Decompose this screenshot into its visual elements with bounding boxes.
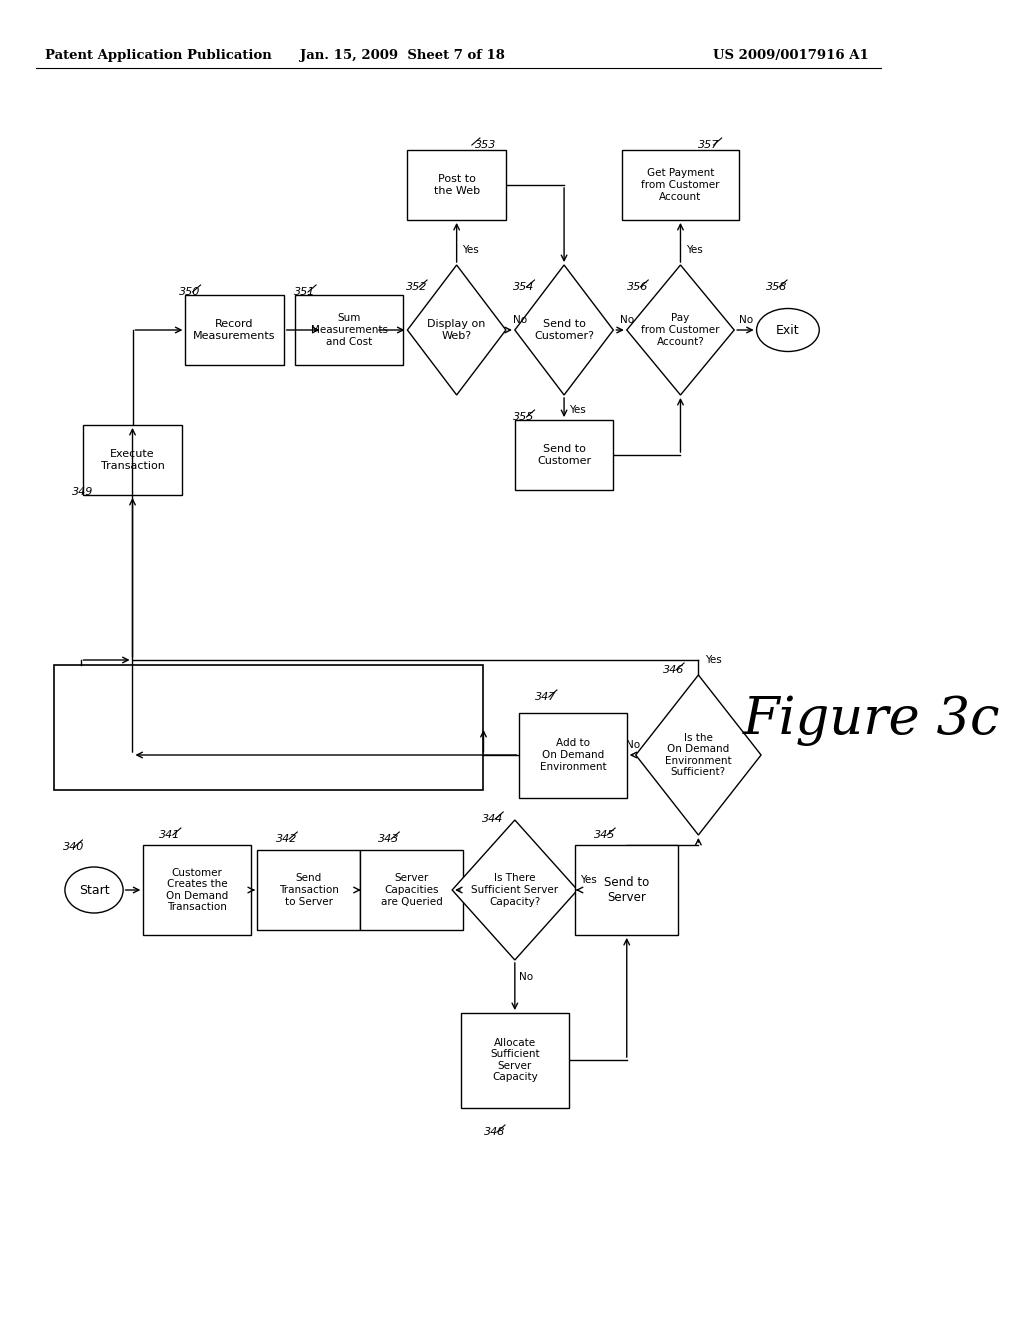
Text: Yes: Yes: [686, 246, 702, 255]
Text: 357: 357: [698, 140, 720, 150]
Text: Allocate
Sufficient
Server
Capacity: Allocate Sufficient Server Capacity: [490, 1038, 540, 1082]
Bar: [185, 294, 284, 366]
Text: Yes: Yes: [581, 875, 597, 884]
Text: No: No: [626, 741, 640, 750]
Bar: [519, 713, 627, 797]
Text: Sum
Measurements
and Cost: Sum Measurements and Cost: [310, 313, 388, 347]
Bar: [257, 850, 360, 931]
Text: Is There
Sufficient Server
Capacity?: Is There Sufficient Server Capacity?: [471, 874, 558, 907]
Text: Post to
the Web: Post to the Web: [433, 174, 479, 195]
Text: 352: 352: [406, 282, 427, 292]
Text: Patent Application Publication: Patent Application Publication: [45, 49, 271, 62]
Text: Server
Capacities
are Queried: Server Capacities are Queried: [381, 874, 442, 907]
Text: Add to
On Demand
Environment: Add to On Demand Environment: [540, 738, 606, 772]
Polygon shape: [515, 265, 613, 395]
Text: Yes: Yes: [569, 405, 586, 414]
Polygon shape: [453, 820, 578, 960]
Text: Get Payment
from Customer
Account: Get Payment from Customer Account: [641, 169, 720, 202]
Text: 346: 346: [663, 665, 684, 675]
Bar: [360, 850, 463, 931]
Text: 341: 341: [160, 830, 181, 840]
Text: 355: 355: [513, 412, 535, 422]
Text: Record
Measurements: Record Measurements: [194, 319, 275, 341]
Text: Is the
On Demand
Environment
Sufficient?: Is the On Demand Environment Sufficient?: [665, 733, 732, 777]
Text: No: No: [738, 315, 753, 325]
Bar: [461, 1012, 568, 1107]
Text: Execute
Transaction: Execute Transaction: [100, 449, 165, 471]
Text: Send to
Customer?: Send to Customer?: [535, 319, 594, 341]
Text: Yes: Yes: [462, 246, 479, 255]
Text: 349: 349: [72, 487, 93, 498]
Ellipse shape: [757, 309, 819, 351]
Ellipse shape: [65, 867, 123, 913]
Bar: [623, 150, 738, 220]
Text: No: No: [621, 315, 635, 325]
Polygon shape: [627, 265, 734, 395]
Polygon shape: [408, 265, 506, 395]
Bar: [408, 150, 506, 220]
Text: 351: 351: [294, 286, 315, 297]
Text: 344: 344: [481, 814, 503, 824]
Text: 354: 354: [513, 282, 535, 292]
Text: US 2009/0017916 A1: US 2009/0017916 A1: [713, 49, 868, 62]
Text: Send
Transaction
to Server: Send Transaction to Server: [279, 874, 339, 907]
Text: Exit: Exit: [776, 323, 800, 337]
Text: No: No: [519, 972, 534, 982]
Text: Start: Start: [79, 883, 110, 896]
Bar: [53, 665, 483, 789]
Bar: [83, 425, 181, 495]
Polygon shape: [636, 675, 761, 836]
Text: Customer
Creates the
On Demand
Transaction: Customer Creates the On Demand Transacti…: [166, 867, 228, 912]
Text: Figure 3c: Figure 3c: [743, 694, 1000, 746]
Text: Pay
from Customer
Account?: Pay from Customer Account?: [641, 313, 720, 347]
Bar: [143, 845, 251, 935]
Text: Send to
Server: Send to Server: [604, 876, 649, 904]
Text: 356: 356: [627, 282, 648, 292]
Text: Display on
Web?: Display on Web?: [427, 319, 485, 341]
Text: No: No: [513, 315, 527, 325]
Text: 348: 348: [483, 1127, 505, 1137]
Text: 358: 358: [766, 282, 786, 292]
Text: 347: 347: [536, 692, 557, 702]
Bar: [575, 845, 678, 935]
Text: Jan. 15, 2009  Sheet 7 of 18: Jan. 15, 2009 Sheet 7 of 18: [300, 49, 506, 62]
Text: Send to
Customer: Send to Customer: [537, 445, 591, 466]
Text: 345: 345: [594, 830, 615, 840]
Bar: [515, 420, 613, 490]
Text: 350: 350: [179, 286, 201, 297]
Text: 340: 340: [62, 842, 84, 851]
Bar: [296, 294, 402, 366]
Text: Yes: Yes: [706, 655, 722, 665]
Text: 342: 342: [275, 834, 297, 843]
Text: 353: 353: [474, 140, 496, 150]
Text: 343: 343: [378, 834, 399, 843]
